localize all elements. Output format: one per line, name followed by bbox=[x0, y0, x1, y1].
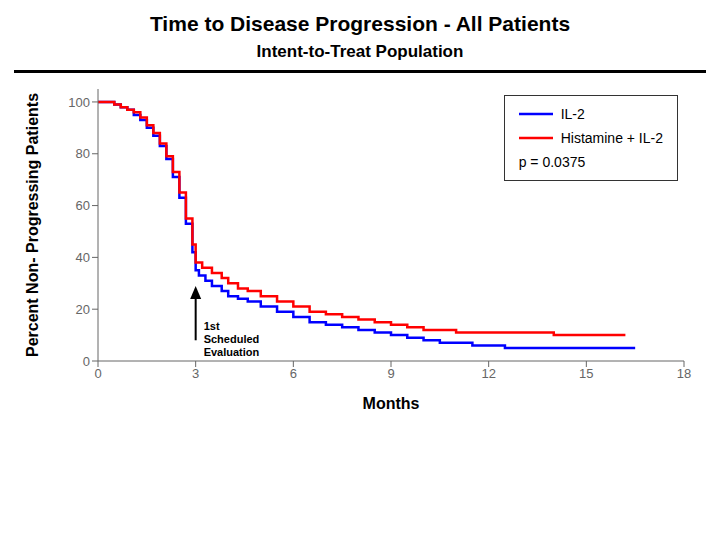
svg-text:0: 0 bbox=[83, 354, 90, 369]
html-text:IL-2: IL-2 bbox=[560, 106, 585, 122]
html-text:p = 0.0375: p = 0.0375 bbox=[518, 154, 586, 170]
svg-text:9: 9 bbox=[387, 366, 394, 381]
svg-text:18: 18 bbox=[677, 366, 691, 381]
svg-text:100: 100 bbox=[68, 95, 90, 110]
svg-text:20: 20 bbox=[76, 302, 90, 317]
svg-text:40: 40 bbox=[76, 250, 90, 265]
svg-text:Percent Non- Progressing Patie: Percent Non- Progressing Patients bbox=[24, 93, 41, 357]
html-text:Histamine + IL-2: Histamine + IL-2 bbox=[560, 130, 663, 146]
svg-text:Months: Months bbox=[363, 395, 420, 412]
svg-text:3: 3 bbox=[192, 366, 199, 381]
svg-text:60: 60 bbox=[76, 198, 90, 213]
svg-text:0: 0 bbox=[94, 366, 101, 381]
svg-text:15: 15 bbox=[579, 366, 593, 381]
svg-text:12: 12 bbox=[481, 366, 495, 381]
svg-text:80: 80 bbox=[76, 146, 90, 161]
html-text:Time to Disease Progression -: Time to Disease Progression - All Patien… bbox=[149, 12, 571, 35]
svg-text:1stScheduledEvaluation: 1stScheduledEvaluation bbox=[204, 320, 260, 358]
svg-text:6: 6 bbox=[290, 366, 297, 381]
html-text:Intent-to-Treat Population: Intent-to-Treat Population bbox=[256, 42, 464, 61]
